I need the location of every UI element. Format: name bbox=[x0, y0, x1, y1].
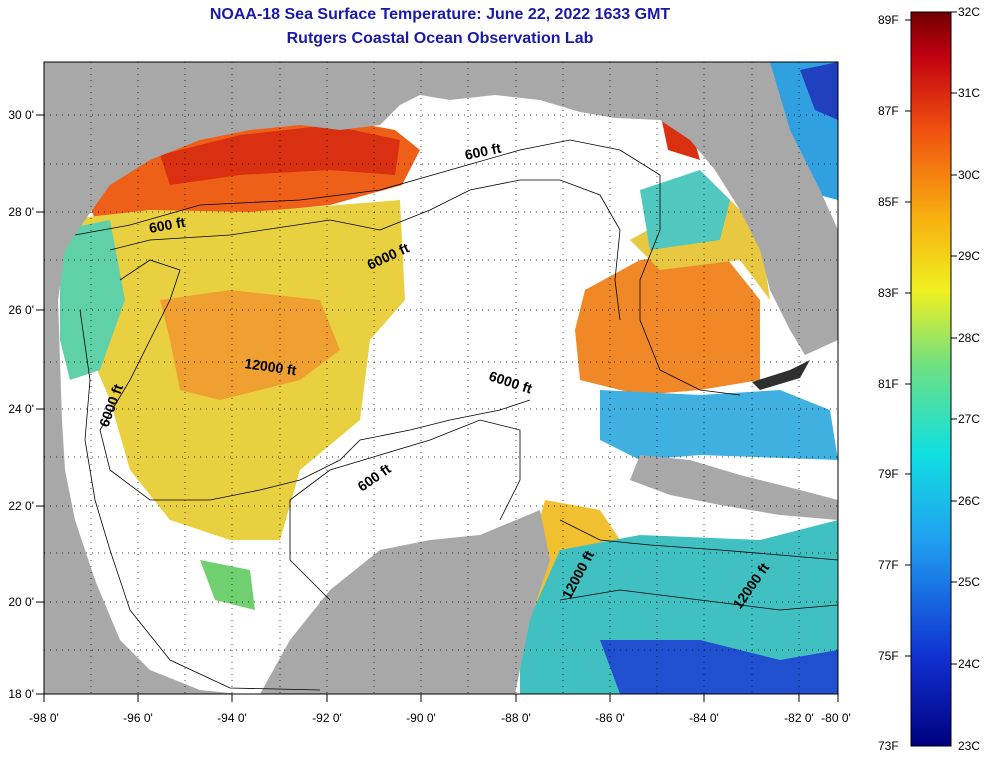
sst-small-patch bbox=[200, 560, 255, 610]
colorbar-f-label: 87F bbox=[878, 104, 899, 118]
x-tick-label: -82 0' bbox=[784, 711, 814, 725]
sst-yellow-east bbox=[630, 190, 770, 300]
x-tick-label: -90 0' bbox=[406, 711, 436, 725]
colorbar-f-label: 89F bbox=[878, 13, 899, 27]
x-tick-label: -96 0' bbox=[123, 711, 153, 725]
colorbar-c-label: 32C bbox=[958, 5, 981, 19]
land-florida-keys bbox=[752, 360, 810, 390]
x-tick-label: -86 0' bbox=[595, 711, 625, 725]
colorbar-f-label: 75F bbox=[878, 649, 899, 663]
y-tick-label: 28 0' bbox=[8, 205, 34, 219]
sst-caribbean bbox=[520, 520, 838, 694]
y-tick-label: 18 0' bbox=[8, 687, 34, 701]
x-tick-label: -88 0' bbox=[501, 711, 531, 725]
sst-cool-west bbox=[60, 220, 125, 380]
contour-label: 600 ft bbox=[463, 140, 502, 163]
sst-orange-center bbox=[160, 290, 340, 400]
x-tick-label: -92 0' bbox=[312, 711, 342, 725]
colorbar-ticks bbox=[905, 11, 957, 665]
x-tick-label: -80 0' bbox=[821, 711, 851, 725]
y-tick-label: 22 0' bbox=[8, 499, 34, 513]
sst-teal-east bbox=[640, 170, 730, 250]
colorbar-f-label: 77F bbox=[878, 558, 899, 572]
land-mexico bbox=[44, 420, 240, 694]
colorbar-c-label: 28C bbox=[958, 331, 981, 345]
land-cuba bbox=[630, 455, 838, 520]
colorbar bbox=[910, 11, 952, 747]
colorbar-c-label: 26C bbox=[958, 494, 981, 508]
graticule bbox=[44, 62, 838, 694]
colorbar-f-label: 73F bbox=[878, 739, 899, 753]
colorbar-c-label: 25C bbox=[958, 575, 981, 589]
y-tick-label: 24 0' bbox=[8, 402, 34, 416]
y-tick-label: 26 0' bbox=[8, 303, 34, 317]
x-tick-label: -98 0' bbox=[29, 711, 59, 725]
map-subtitle: Rutgers Coastal Ocean Observation Lab bbox=[286, 30, 594, 47]
sst-hot-coast bbox=[160, 125, 400, 185]
contour-label: 600 ft bbox=[148, 214, 187, 236]
colorbar-c-label: 31C bbox=[958, 86, 981, 100]
land-north-america bbox=[44, 62, 838, 420]
colorbar-c-label: 30C bbox=[958, 168, 981, 182]
sst-atlantic-blue bbox=[800, 62, 838, 120]
colorbar-c-label: 29C bbox=[958, 249, 981, 263]
colorbar-c-label: 24C bbox=[958, 657, 981, 671]
colorbar-f-label: 81F bbox=[878, 377, 899, 391]
map-title: NOAA-18 Sea Surface Temperature: June 22… bbox=[209, 6, 671, 23]
sst-cool-keys bbox=[600, 390, 838, 460]
colorbar-c-label: 27C bbox=[958, 412, 981, 426]
colorbar-f-label: 83F bbox=[878, 286, 899, 300]
sst-caribbean-blue bbox=[600, 640, 838, 694]
colorbar-c-label: 23C bbox=[958, 739, 981, 753]
colorbar-f-label: 79F bbox=[878, 467, 899, 481]
land-yucatan bbox=[260, 510, 550, 694]
contour-label: 12000 ft bbox=[244, 355, 298, 378]
x-tick-label: -94 0' bbox=[217, 711, 247, 725]
x-tick-label: -84 0' bbox=[689, 711, 719, 725]
plot-frame bbox=[43, 61, 839, 695]
axis-ticks bbox=[36, 114, 839, 702]
y-tick-label: 20 0' bbox=[8, 595, 34, 609]
y-tick-label: 30 0' bbox=[8, 108, 34, 122]
colorbar-f-label: 85F bbox=[878, 195, 899, 209]
sst-orange-east bbox=[575, 250, 760, 395]
